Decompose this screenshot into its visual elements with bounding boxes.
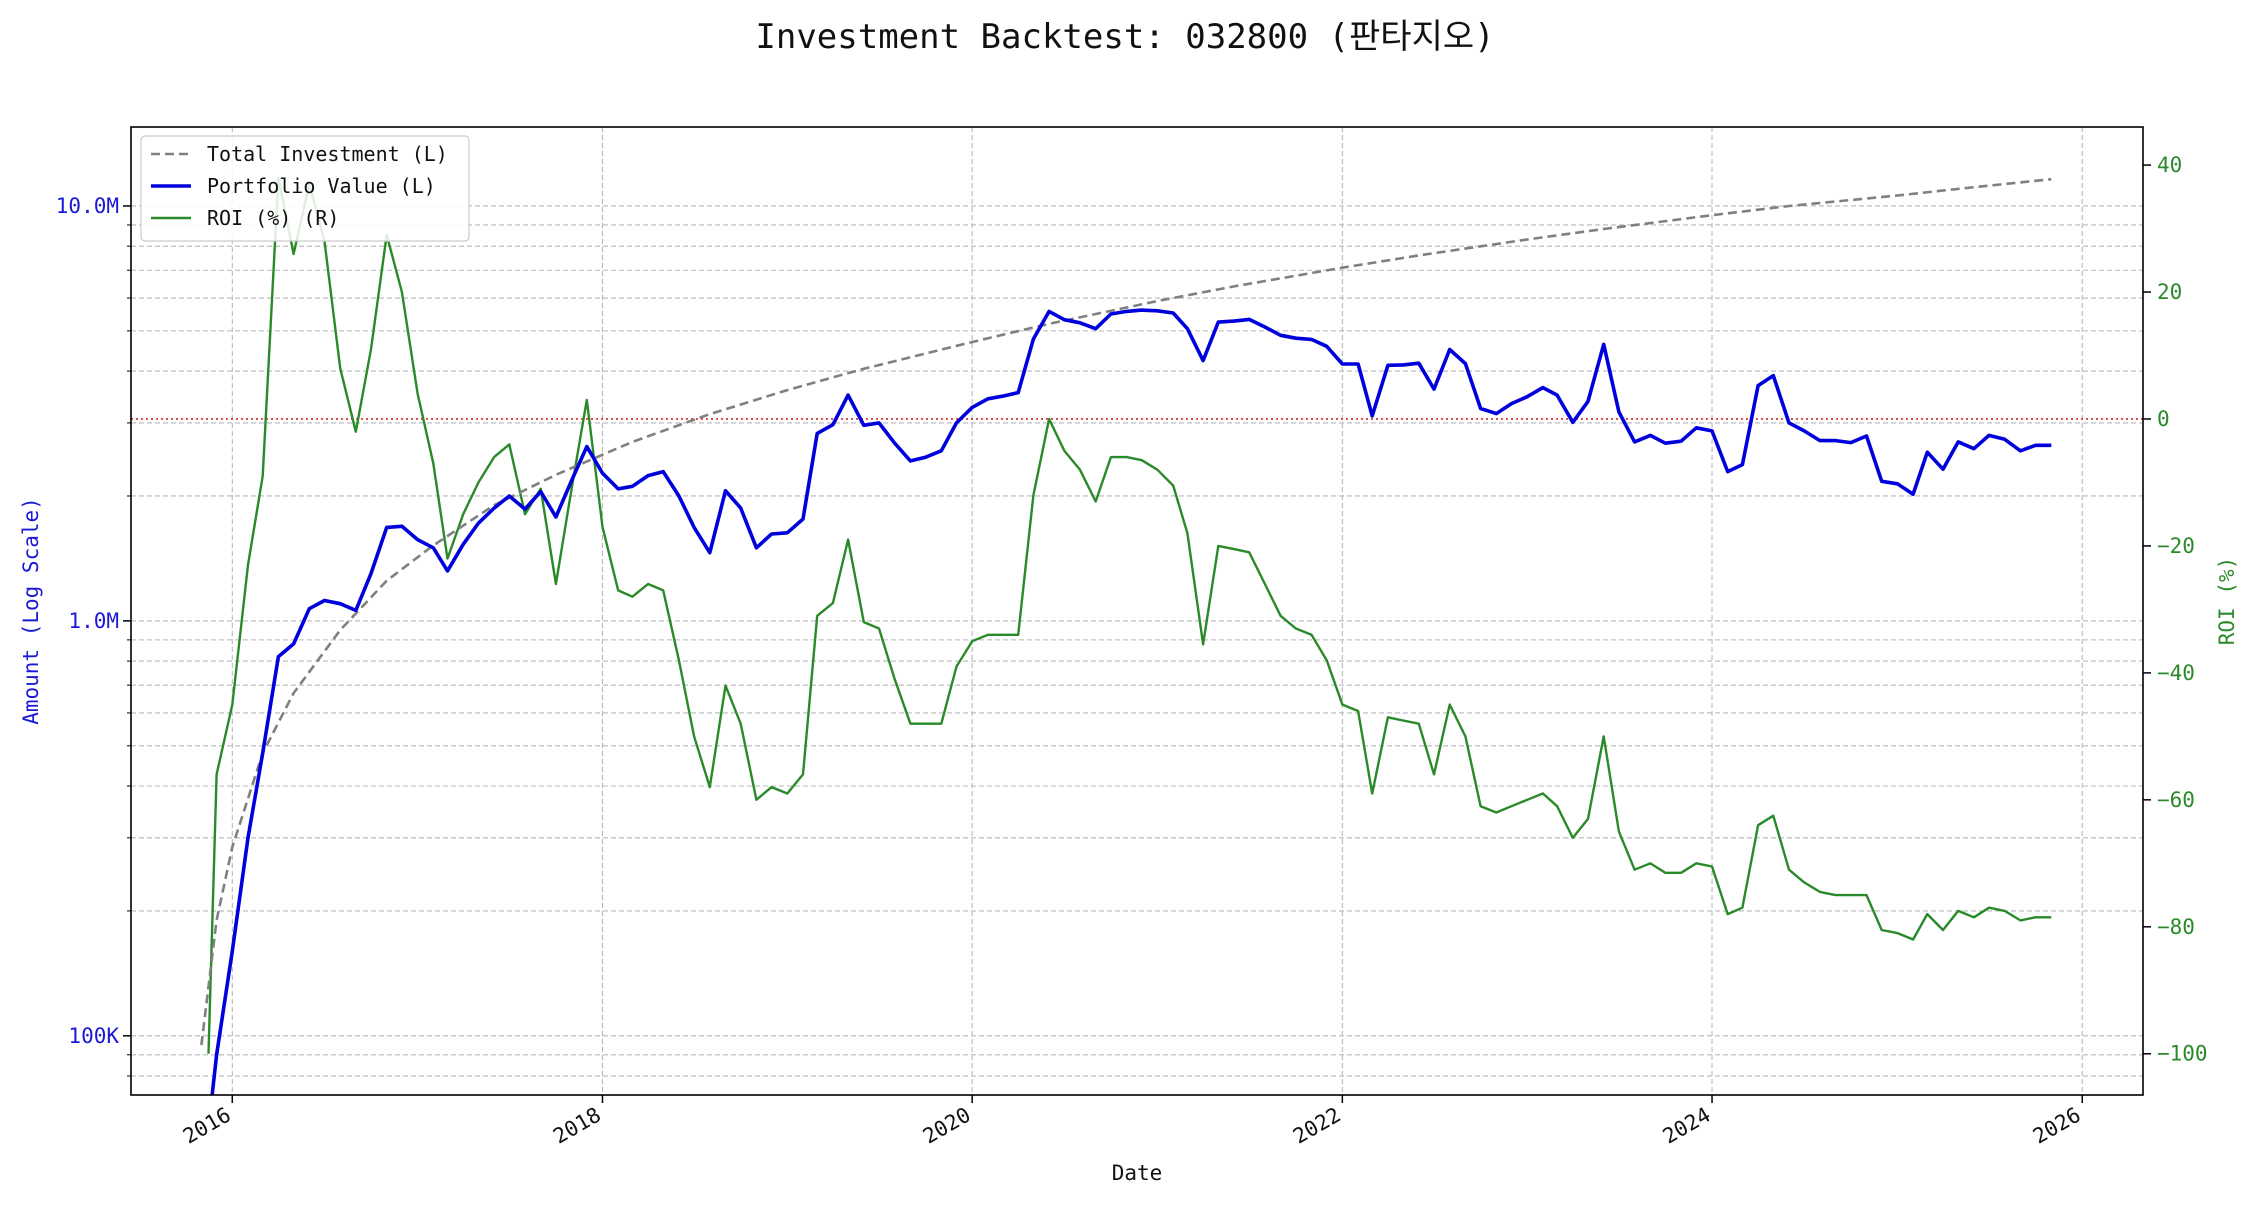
x-tick-label: 2026 bbox=[2029, 1103, 2085, 1149]
y-right-tick-label: −40 bbox=[2157, 661, 2195, 685]
y-right-tick-label: 40 bbox=[2157, 153, 2182, 177]
x-tick-label: 2024 bbox=[1659, 1103, 1715, 1149]
y-left-tick-label: 1.0M bbox=[68, 609, 119, 633]
x-axis-label: Date bbox=[1112, 1161, 1163, 1185]
legend-label: Portfolio Value (L) bbox=[207, 174, 436, 198]
grid-lines bbox=[131, 127, 2143, 1095]
legend-box bbox=[140, 135, 470, 242]
legend-label: Total Investment (L) bbox=[207, 142, 448, 166]
y-axis-left-label: Amount (Log Scale) bbox=[19, 497, 43, 725]
x-tick-label: 2018 bbox=[549, 1103, 605, 1149]
chart-title: Investment Backtest: 032800 (판타지오) bbox=[755, 17, 1494, 57]
y-left-tick-label: 100K bbox=[68, 1024, 119, 1048]
plot-frame bbox=[130, 126, 2144, 1096]
total-investment-series-line bbox=[200, 177, 2052, 1046]
series-lines bbox=[200, 176, 2052, 1095]
x-tick-label: 2022 bbox=[1289, 1103, 1345, 1149]
y-right-tick-label: 20 bbox=[2157, 280, 2182, 304]
y-right-tick-label: −80 bbox=[2157, 915, 2195, 939]
legend: Total Investment (L) Portfolio Value (L) R… bbox=[140, 135, 470, 242]
y-right-tick-label: −60 bbox=[2157, 788, 2195, 812]
roi-series-line bbox=[207, 176, 2052, 1054]
y-left-tick-label: 10.0M bbox=[56, 194, 119, 218]
y-right-tick-label: −20 bbox=[2157, 534, 2195, 558]
x-tick-label: 2016 bbox=[179, 1103, 235, 1149]
legend-label: ROI (%) (R) bbox=[207, 206, 339, 230]
y-right-tick-label: −100 bbox=[2157, 1042, 2208, 1066]
y-axis-right-label: ROI (%) bbox=[2215, 557, 2239, 646]
y-right-tick-label: 0 bbox=[2157, 407, 2170, 431]
x-tick-label: 2020 bbox=[919, 1103, 975, 1149]
portfolio-value-series-line bbox=[210, 308, 2052, 1095]
